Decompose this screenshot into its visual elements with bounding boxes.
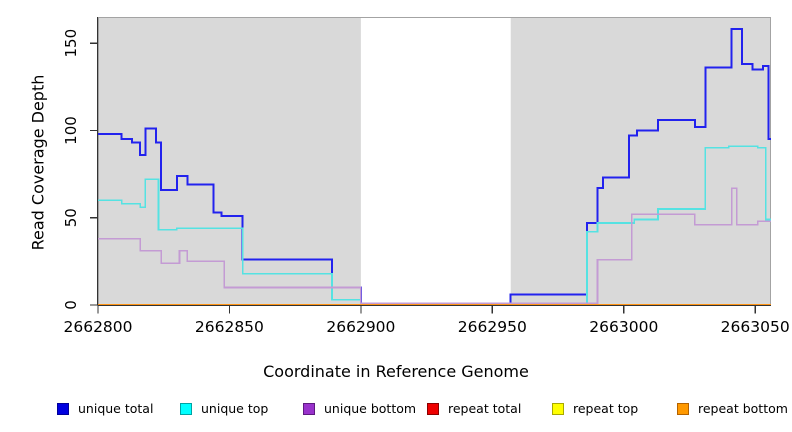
legend-swatch-icon	[677, 403, 689, 415]
legend-swatch-icon	[303, 403, 315, 415]
legend-item-unique-top: unique top	[180, 400, 268, 418]
y-axis-title: Read Coverage Depth	[28, 74, 48, 251]
legend-item-repeat-total: repeat total	[427, 400, 521, 418]
y-tick-label: 50	[62, 208, 80, 227]
legend-swatch-icon	[180, 403, 192, 415]
x-tick-label: 2662800	[63, 318, 132, 336]
series-unique-bottom-line	[98, 187, 771, 305]
legend-swatch-icon	[427, 403, 439, 415]
legend: unique total unique top unique bottom repea…	[0, 400, 792, 424]
legend-label: unique bottom	[324, 401, 417, 416]
no-data-band	[360, 17, 511, 305]
x-tick-label: 2663050	[721, 318, 790, 336]
legend-label: unique top	[201, 401, 269, 416]
legend-swatch-icon	[552, 403, 564, 415]
x-tick-label: 2662950	[458, 318, 527, 336]
legend-item-repeat-bottom: repeat bottom	[677, 400, 788, 418]
x-tick-label: 2662850	[195, 318, 264, 336]
x-tick-label: 2662900	[326, 318, 395, 336]
x-axis-title: Coordinate in Reference Genome	[263, 362, 529, 381]
x-tick-label: 2663000	[589, 318, 658, 336]
y-tick-label: 100	[62, 116, 80, 145]
legend-label: repeat top	[573, 401, 639, 416]
legend-item-repeat-top: repeat top	[552, 400, 638, 418]
series-unique-total-line	[98, 28, 771, 305]
legend-swatch-icon	[57, 403, 69, 415]
y-tick-label: 150	[62, 29, 80, 58]
y-tick-label: 0	[62, 300, 80, 310]
legend-label: unique total	[78, 401, 154, 416]
legend-label: repeat bottom	[698, 401, 788, 416]
legend-item-unique-bottom: unique bottom	[303, 400, 416, 418]
legend-item-unique-total: unique total	[57, 400, 153, 418]
legend-label: repeat total	[448, 401, 522, 416]
